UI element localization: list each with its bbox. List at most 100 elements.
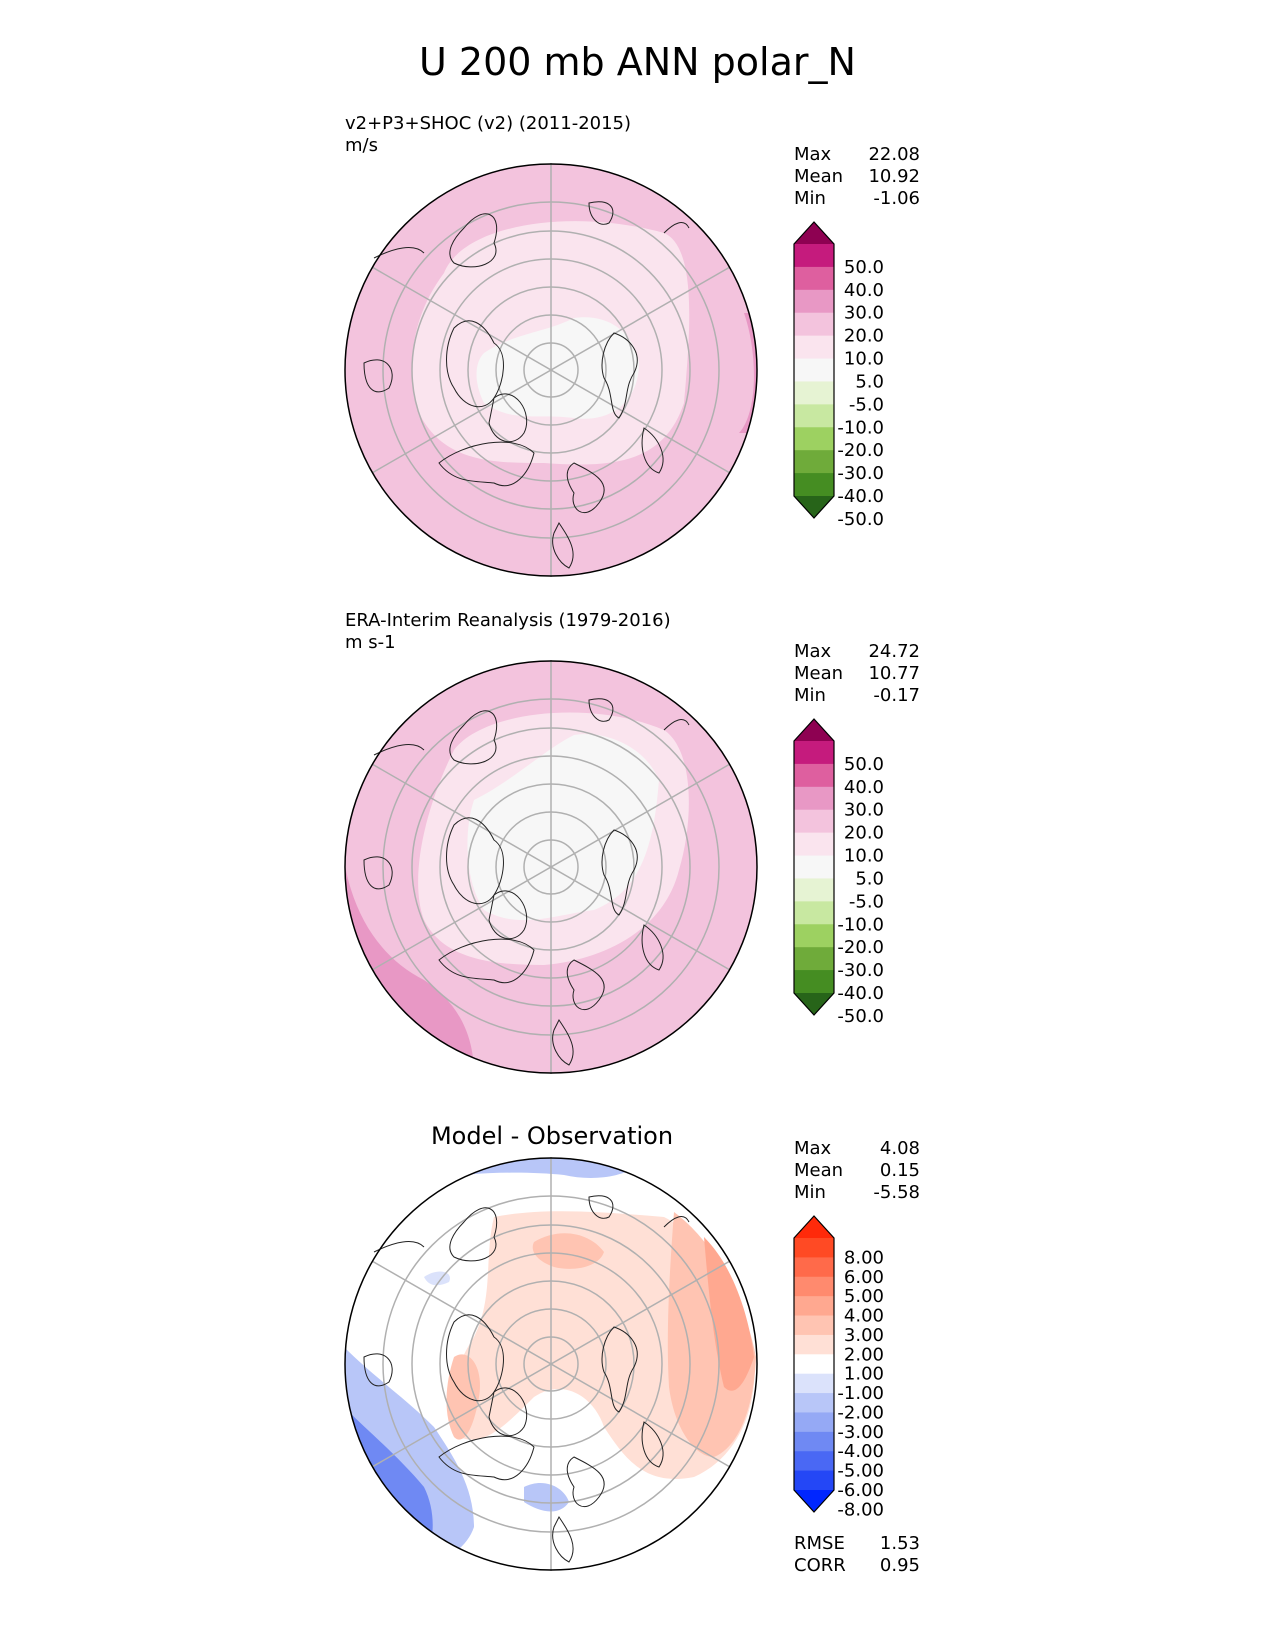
colorbar-tick-label: -40.0 [837,486,884,507]
corr-value: 0.95 [879,1555,920,1576]
colorbar-bin [794,1412,834,1433]
colorbar-bin [794,289,834,314]
panel-reference-stats: Max 24.72 Mean 10.77 Min -0.17 [794,641,920,707]
colorbar-bin [794,1276,834,1297]
panel-test-units: m/s [345,135,378,156]
colorbar-bin [794,312,834,337]
colorbar-extend-bottom [794,496,834,518]
colorbar-bin [794,901,834,925]
colorbar-bin [794,381,834,405]
colorbar-tick-label: -30.0 [837,463,884,484]
colorbar-tick-label: 30.0 [844,800,884,821]
colorbar-bin [794,1354,834,1375]
colorbar-tick-label: 20.0 [844,326,884,347]
panel-difference-stats: Max 4.08 Mean 0.15 Min -5.58 [794,1138,920,1204]
colorbar-tick-label: -5.0 [849,394,884,415]
corr-label: CORR [794,1555,846,1576]
max-value: 4.08 [879,1138,920,1159]
colorbar-tick-label: -5.0 [849,891,884,912]
colorbar-extend-top [794,1216,834,1238]
panel-difference-colorbar: 8.006.005.004.003.002.001.00-1.00-2.00-3… [793,1215,884,1520]
graticule [371,163,731,577]
colorbar-tick-label: -40.0 [837,983,884,1004]
panel-difference-metrics: RMSE 1.53 CORR 0.95 [794,1533,920,1577]
min-value: -0.17 [873,685,920,706]
colorbar-bin [794,763,834,788]
panel-reference-name: ERA-Interim Reanalysis (1979-2016) [345,610,671,631]
colorbar-tick-label: 50.0 [844,257,884,278]
panel-test-stats: Max 22.08 Mean 10.92 Min -1.06 [794,144,920,210]
colorbar-tick-label: 50.0 [844,754,884,775]
colorbar-tick-label: -2.00 [837,1402,884,1423]
colorbar-tick-label: -10.0 [837,417,884,438]
colorbar-tick-label: -50.0 [837,509,884,530]
panel-difference-title: Model - Observation [430,1122,674,1150]
colorbar-bin [794,1451,834,1472]
colorbar-bin [794,358,834,382]
colorbar-tick-label: -1.00 [837,1383,884,1404]
min-label: Min [794,1182,826,1203]
colorbar-bin [794,786,834,811]
colorbar-outline [793,718,835,1016]
colorbar-bin [794,970,834,994]
coastlines [363,201,690,569]
mean-label: Mean [794,663,844,684]
colorbar-bin [794,1296,834,1317]
colorbar-outline [793,221,835,519]
colorbar-tick-label: -20.0 [837,937,884,958]
colorbar-bin [794,878,834,902]
colorbar-bin [794,473,834,497]
max-value: 22.08 [868,144,920,165]
colorbar-tick-label: 5.0 [855,868,884,889]
colorbar-tick-label: -8.00 [837,1499,884,1520]
panel-reference-subtitle: ERA-Interim Reanalysis (1979-2016) m s-1 [345,610,671,654]
panel-test-colorbar: 50.040.030.020.010.05.0-5.0-10.0-20.0-30… [793,221,884,530]
colorbar-bin [794,832,834,857]
panel-test-subtitle: v2+P3+SHOC (v2) (2011-2015) m/s [345,113,631,157]
colorbar-tick-label: -4.00 [837,1441,884,1462]
colorbar-tick-label: 1.00 [844,1364,884,1385]
colorbar-bin [794,1431,834,1452]
colorbar-bin [794,1470,834,1491]
mean-label: Mean [794,166,844,187]
colorbar-tick-label: 40.0 [844,777,884,798]
min-value: -5.58 [873,1182,920,1203]
colorbar-tick-label: 4.00 [844,1306,884,1327]
colorbar-tick-label: -6.00 [837,1480,884,1501]
colorbar-tick-label: -3.00 [837,1422,884,1443]
figure-title: U 200 mb ANN polar_N [419,40,856,84]
colorbar-bin [794,1334,834,1355]
colorbar-bin [794,450,834,474]
colorbar-bin [794,1373,834,1394]
colorbar-tick-label: 10.0 [844,846,884,867]
colorbar-extend-top [794,719,834,741]
rmse-label: RMSE [794,1533,845,1554]
colorbar-bin [794,855,834,879]
mean-value: 10.92 [868,166,920,187]
colorbar-tick-label: 8.00 [844,1247,884,1268]
panel-reference-colorbar: 50.040.030.020.010.05.0-5.0-10.0-20.0-30… [793,718,884,1027]
panel-reference-map [344,660,758,1074]
panel-test-map [344,163,758,577]
colorbar-tick-label: 3.00 [844,1325,884,1346]
min-label: Min [794,685,826,706]
colorbar-tick-label: 10.0 [844,349,884,370]
max-label: Max [794,1138,832,1159]
colorbar-tick-label: 2.00 [844,1344,884,1365]
colorbar-bin [794,1393,834,1413]
colorbar-bin [794,404,834,428]
colorbar-bin [794,266,834,291]
colorbar-tick-label: 40.0 [844,280,884,301]
colorbar-bin [794,1257,834,1278]
colorbar-outline [793,1215,835,1513]
colorbar-bin [794,809,834,834]
max-label: Max [794,641,832,662]
colorbar-tick-label: -50.0 [837,1006,884,1027]
colorbar-bin [794,924,834,948]
panel-test-name: v2+P3+SHOC (v2) (2011-2015) [345,113,632,134]
colorbar-bin [794,947,834,971]
colorbar-tick-label: -10.0 [837,914,884,935]
max-value: 24.72 [868,641,920,662]
colorbar-bin [794,244,834,268]
colorbar-tick-label: 5.00 [844,1286,884,1307]
